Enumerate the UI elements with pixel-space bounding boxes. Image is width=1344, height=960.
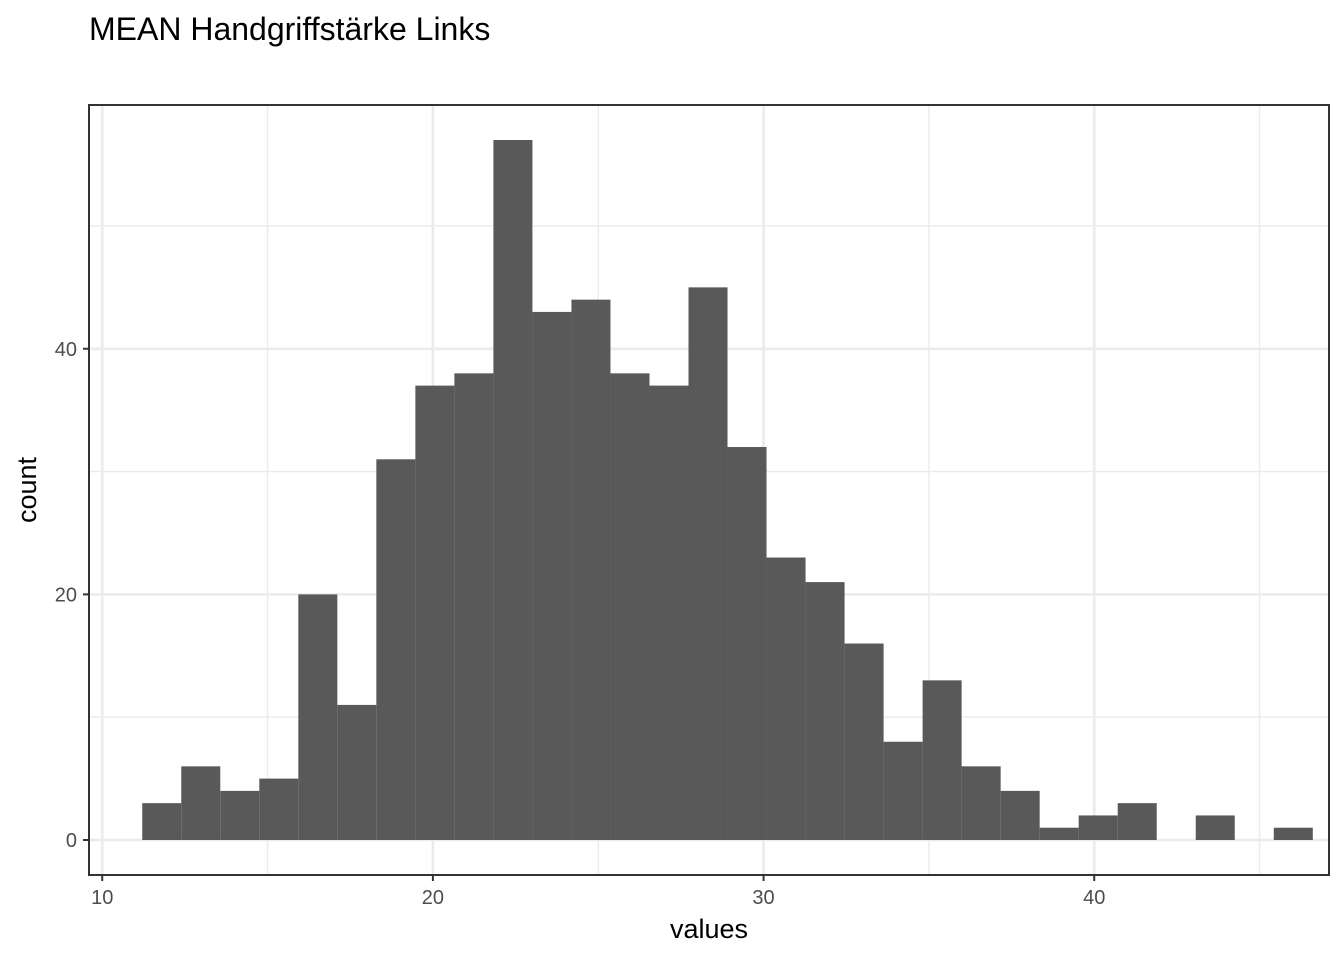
chart-title: MEAN Handgriffstärke Links <box>89 11 490 47</box>
x-axis-title: values <box>670 914 748 944</box>
histogram-bar <box>454 373 494 840</box>
histogram-bar <box>1000 790 1040 840</box>
histogram-bar <box>922 680 962 840</box>
histogram-bar <box>298 594 338 840</box>
histogram-bar <box>610 373 650 840</box>
histogram-bar <box>1273 827 1313 840</box>
histogram-bar <box>415 385 455 840</box>
histogram-bar <box>571 299 611 840</box>
y-tick-label: 40 <box>55 339 77 361</box>
histogram-bar <box>688 287 728 840</box>
y-axis-title: count <box>12 456 42 523</box>
histogram-bar <box>961 766 1001 840</box>
x-tick-label: 20 <box>422 887 444 909</box>
histogram-bar <box>220 790 260 840</box>
histogram-bar <box>844 643 884 840</box>
x-tick-label: 10 <box>91 887 113 909</box>
histogram-bar <box>1039 827 1079 840</box>
histogram-bar <box>337 704 377 840</box>
histogram-bar <box>805 582 845 840</box>
x-tick-label: 30 <box>752 887 774 909</box>
histogram-bar <box>259 778 299 840</box>
histogram-bar <box>181 766 221 840</box>
histogram-bar <box>727 447 767 840</box>
histogram-bar <box>1195 815 1235 840</box>
x-tick-label: 40 <box>1083 887 1105 909</box>
histogram-bar <box>883 741 923 840</box>
histogram-bar <box>532 311 572 840</box>
y-tick-label: 0 <box>66 830 77 852</box>
y-axis: 0 20 40 <box>55 339 89 852</box>
histogram-bars <box>142 140 1313 840</box>
y-tick-label: 20 <box>55 584 77 606</box>
histogram-bar <box>766 557 806 840</box>
histogram-bar <box>1078 815 1118 840</box>
histogram-bar <box>493 140 533 840</box>
panel-border <box>88 104 1330 876</box>
histogram-bar <box>142 803 182 840</box>
x-axis: 10 20 30 40 <box>91 875 1105 909</box>
histogram-bar <box>649 385 689 840</box>
histogram-bar <box>1117 803 1157 840</box>
histogram-bar <box>376 459 416 840</box>
